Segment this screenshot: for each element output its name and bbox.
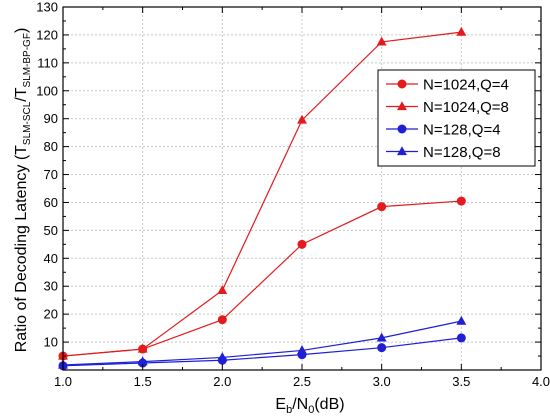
y-tick-label: 130: [36, 0, 58, 15]
x-tick-label: 3.5: [452, 374, 470, 389]
x-tick-label: 1.0: [54, 374, 72, 389]
data-point: [297, 114, 307, 124]
series-line: [62, 200, 462, 357]
data-point: [297, 239, 307, 249]
y-tick-label: 20: [44, 307, 58, 322]
y-tick-label: 60: [44, 195, 58, 210]
x-axis-title: Eb/N0(dB): [275, 396, 344, 416]
y-tick-label: 50: [44, 223, 58, 238]
y-tick-label: 30: [44, 279, 58, 294]
y-tick-label: 10: [44, 335, 58, 350]
series-line: [62, 337, 462, 367]
data-point: [456, 315, 467, 325]
legend-label: N=128,Q=4: [423, 122, 501, 139]
series-2: [58, 26, 467, 360]
data-point: [376, 332, 387, 342]
legend-marker: [397, 79, 407, 89]
y-axis-title: Ratio of Decoding Latency (TSLM-SCL/TSLM…: [13, 28, 33, 353]
y-tick-label: 110: [37, 55, 58, 70]
legend-label: N=1024,Q=8: [423, 99, 509, 116]
x-tick-label: 3.0: [373, 374, 391, 389]
data-point: [376, 36, 387, 46]
y-tick-label: 80: [44, 139, 58, 154]
data-point: [456, 333, 466, 343]
y-tick-label: 100: [36, 83, 58, 98]
data-point: [137, 356, 148, 366]
x-tick-label: 2.0: [213, 374, 231, 389]
data-point: [377, 202, 387, 212]
series-1: [58, 196, 466, 361]
series-line: [62, 320, 462, 366]
data-point: [217, 352, 228, 362]
data-point: [456, 26, 467, 36]
y-tick-label: 90: [44, 111, 58, 126]
legend-label: N=1024,Q=4: [423, 77, 509, 94]
x-tick-label: 4.0: [532, 374, 550, 389]
data-point: [217, 285, 228, 295]
data-point: [297, 345, 307, 355]
series-line: [62, 31, 462, 357]
x-tick-label: 2.5: [293, 374, 311, 389]
legend-marker: [397, 101, 407, 111]
legend-marker: [397, 146, 407, 156]
series-3: [58, 333, 466, 371]
y-tick-label: 120: [36, 27, 58, 42]
data-point: [217, 315, 227, 325]
x-tick-label: 1.5: [134, 374, 152, 389]
y-tick-label: 70: [44, 167, 58, 182]
data-point: [377, 343, 387, 353]
legend-marker: [397, 124, 407, 134]
y-tick-label: 40: [44, 251, 58, 266]
data-point: [456, 196, 466, 206]
legend-label: N=128,Q=8: [423, 144, 501, 161]
data-point: [137, 343, 148, 353]
